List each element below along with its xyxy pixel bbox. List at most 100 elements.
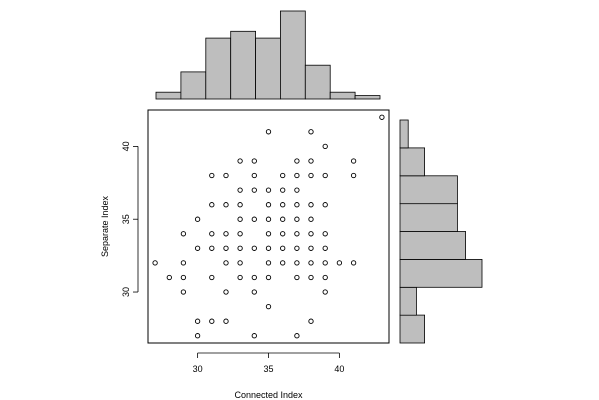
scatter-point	[308, 216, 314, 222]
scatter-point	[322, 143, 328, 150]
x-histogram-bar	[155, 91, 182, 100]
scatter-point	[166, 274, 172, 281]
scatter-point	[251, 172, 257, 179]
scatter-point	[280, 245, 286, 251]
plot-frame	[147, 109, 390, 344]
scatter-plot: 30 35 40 30 35 40	[121, 109, 390, 374]
scatter-point	[152, 260, 158, 266]
scatter-point	[322, 289, 328, 295]
scatter-point	[251, 158, 257, 164]
scatter-point	[180, 274, 187, 281]
scatter-point	[294, 216, 300, 222]
scatter-point	[194, 333, 201, 339]
scatter-point	[237, 158, 243, 164]
x-histogram-bar	[180, 71, 207, 100]
scatter-point	[350, 158, 357, 164]
y-axis: 30 35 40	[121, 141, 139, 297]
scatter-point	[350, 260, 357, 266]
scatter-point	[209, 274, 215, 281]
scatter-points	[152, 114, 385, 339]
scatter-point	[251, 333, 257, 339]
y-histogram-bar	[399, 147, 426, 177]
scatter-point	[308, 202, 314, 208]
scatter-point	[223, 260, 229, 266]
scatter-point	[194, 245, 201, 251]
scatter-point	[265, 129, 272, 135]
scatter-point	[265, 274, 272, 281]
scatter-point	[223, 318, 229, 324]
scatter-point	[223, 202, 229, 208]
scatter-point	[265, 260, 272, 266]
scatter-point	[265, 202, 272, 208]
scatter-point	[194, 216, 201, 222]
scatter-point	[209, 245, 215, 251]
scatter-point	[209, 202, 215, 208]
scatter-point	[308, 158, 314, 164]
scatter-point	[322, 231, 328, 237]
scatter-point	[209, 231, 215, 237]
y-histogram-bar	[399, 314, 426, 344]
scatter-point	[294, 202, 300, 208]
scatter-point	[237, 216, 243, 222]
y-histogram	[399, 119, 483, 344]
scatter-point	[308, 245, 314, 251]
scatter-point	[237, 260, 243, 266]
scatter-point	[294, 172, 300, 179]
scatter-point	[322, 260, 328, 266]
y-axis-label: Separate Index	[100, 195, 110, 257]
scatter-point	[280, 172, 286, 179]
x-tick-label: 30	[193, 364, 203, 374]
scatter-point	[223, 231, 229, 237]
scatter-point	[223, 172, 229, 179]
scatter-point	[237, 231, 243, 237]
scatter-point	[308, 260, 314, 266]
scatter-point	[350, 172, 357, 179]
scatter-point	[280, 187, 286, 193]
scatter-point	[237, 187, 243, 193]
scatter-point	[209, 318, 215, 324]
scatter-point	[194, 318, 201, 324]
x-tick-label: 40	[334, 364, 344, 374]
x-histogram-bar	[255, 37, 281, 100]
y-histogram-bar	[399, 175, 458, 205]
y-histogram-bar	[399, 258, 483, 288]
scatter-point	[336, 260, 343, 266]
scatter-point	[322, 274, 328, 281]
scatter-point	[180, 231, 187, 237]
scatter-point	[280, 216, 286, 222]
scatter-point	[308, 274, 314, 281]
scatter-point	[322, 245, 328, 251]
scatter-point	[294, 245, 300, 251]
x-axis-label: Connected Index	[234, 390, 303, 400]
y-tick-label: 40	[121, 141, 131, 151]
scatter-point	[251, 274, 257, 281]
x-histogram-bar	[230, 30, 256, 100]
x-histogram-bar	[304, 64, 331, 100]
scatter-point	[237, 202, 243, 208]
scatter-point	[280, 231, 286, 237]
x-tick-label: 35	[263, 364, 273, 374]
x-histogram-bar	[329, 91, 356, 100]
scatter-point	[180, 260, 187, 266]
y-histogram-bar	[399, 231, 466, 260]
scatter-point	[308, 129, 314, 135]
x-histogram-bar	[205, 37, 232, 100]
x-axis: 30 35 40	[193, 352, 344, 374]
scatter-point	[379, 114, 385, 120]
scatter-point	[280, 260, 286, 266]
scatter-point	[265, 245, 272, 251]
y-histogram-bar	[399, 119, 409, 149]
scatter-point	[294, 333, 300, 339]
scatter-point	[322, 172, 328, 179]
scatter-point	[308, 318, 314, 324]
y-histogram-bar	[399, 286, 417, 316]
scatter-point	[265, 231, 272, 237]
scatter-point	[180, 289, 187, 295]
scatter-point	[308, 231, 314, 237]
scatter-point	[265, 187, 272, 193]
scatter-point	[294, 260, 300, 266]
x-histogram	[155, 10, 381, 100]
scatter-point	[280, 202, 286, 208]
x-histogram-bar	[279, 10, 306, 100]
